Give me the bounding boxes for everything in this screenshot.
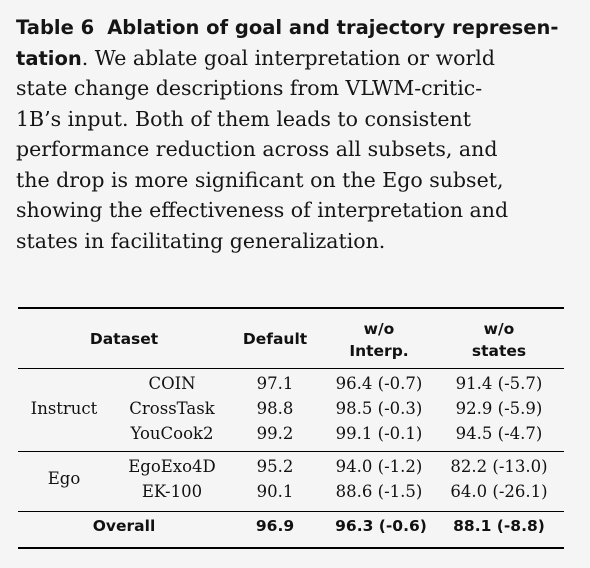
row-default: 99.2	[256, 424, 294, 443]
caption-line: state change descriptions from VLWM-crit…	[16, 76, 483, 100]
header-states-top: w/o	[483, 320, 515, 338]
caption-line: performance reduction across all subsets…	[16, 137, 498, 161]
header-rule	[18, 368, 564, 369]
table-bottom-rule	[18, 547, 564, 549]
caption-text: . We ablate goal interpretation or world	[81, 45, 495, 70]
header-dataset: Dataset	[89, 330, 159, 348]
table-title: Ablation of goal and trajectory represen…	[107, 16, 559, 39]
row-interp: 96.4 (-0.7)	[335, 374, 423, 393]
row-name: YouCook2	[130, 424, 214, 443]
caption-line: states in facilitating generalization.	[16, 228, 386, 253]
header-states: w/o states	[472, 318, 526, 362]
overall-default: 96.9	[255, 517, 295, 535]
header-interp-bottom: Interp.	[349, 342, 409, 360]
overall-label: Overall	[92, 517, 156, 535]
row-name: EgoExo4D	[128, 457, 216, 476]
caption-line: showing the effectiveness of interpretat…	[16, 198, 509, 222]
caption-line: the drop is more significant on the Ego …	[16, 167, 504, 192]
table-label: Table 6	[16, 16, 95, 39]
group-divider-rule	[18, 451, 564, 452]
header-states-bottom: states	[471, 342, 527, 360]
table-title-continued: tation	[16, 46, 82, 70]
header-interp: w/o Interp.	[349, 318, 408, 362]
header-default: Default	[242, 330, 308, 348]
row-default: 98.8	[256, 399, 294, 418]
overall-rule	[18, 511, 564, 512]
overall-interp: 96.3 (-0.6)	[335, 517, 427, 535]
row-states: 91.4 (-5.7)	[455, 374, 543, 393]
row-states: 64.0 (-26.1)	[450, 482, 548, 501]
caption-line: 1B’s input. Both of them leads to consis…	[16, 106, 471, 131]
row-states: 82.2 (-13.0)	[450, 457, 548, 476]
row-default: 97.1	[256, 374, 294, 393]
row-default: 90.1	[256, 482, 294, 501]
row-name: EK-100	[141, 482, 203, 501]
row-states: 92.9 (-5.9)	[455, 399, 543, 418]
table-caption: Table 6 Ablation of goal and trajectory …	[16, 12, 576, 256]
row-states: 94.5 (-4.7)	[455, 424, 543, 443]
row-interp: 99.1 (-0.1)	[335, 424, 423, 443]
row-interp: 94.0 (-1.2)	[335, 457, 423, 476]
overall-states: 88.1 (-8.8)	[453, 517, 545, 535]
caption-line: Table 6 Ablation of goal and trajectory …	[16, 12, 576, 43]
group-label-instruct: Instruct	[30, 399, 98, 418]
caption-line: tation. We ablate goal interpretation or…	[16, 43, 576, 74]
row-interp: 98.5 (-0.3)	[335, 399, 423, 418]
row-default: 95.2	[256, 457, 294, 476]
group-label-ego: Ego	[47, 469, 81, 488]
row-name: CrossTask	[129, 399, 215, 418]
row-name: COIN	[148, 374, 196, 393]
header-interp-top: w/o	[363, 320, 395, 338]
row-interp: 88.6 (-1.5)	[335, 482, 423, 501]
table-top-rule	[18, 307, 564, 309]
